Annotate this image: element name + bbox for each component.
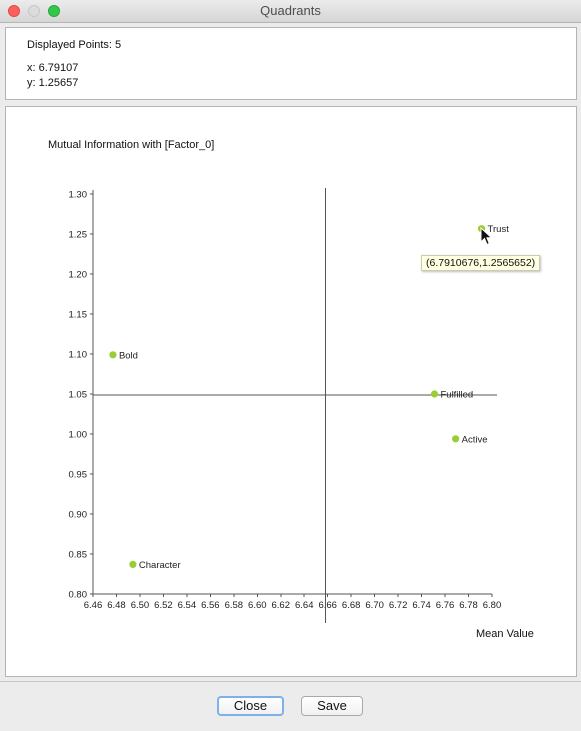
x-tick-label: 6.60 — [248, 600, 267, 611]
x-tick-label: 6.68 — [342, 600, 361, 611]
x-tick-label: 6.64 — [295, 600, 314, 611]
x-tick-label: 6.54 — [178, 600, 197, 611]
x-tick-label: 6.52 — [154, 600, 173, 611]
y-tick-label: 0.80 — [69, 590, 88, 601]
y-tick-label: 1.10 — [69, 350, 88, 361]
x-axis-label: Mean Value — [476, 628, 534, 640]
window-titlebar: Quadrants — [0, 0, 581, 23]
data-point-bold — [109, 351, 117, 359]
point-label-trust: Trust — [488, 224, 510, 235]
x-tick-label: 6.46 — [84, 600, 103, 611]
x-tick-label: 6.50 — [131, 600, 150, 611]
x-tick-label: 6.72 — [389, 600, 408, 611]
window-zoom-icon[interactable] — [48, 5, 60, 17]
scatter-plot[interactable]: 0.80 0.85 0.90 0.95 1.00 1.05 1.10 1.15 1.20 1.25… — [6, 107, 576, 676]
y-coordinate-readout: y: 1.25657 — [27, 77, 79, 89]
data-point-active — [452, 435, 460, 443]
y-tick-label: 1.20 — [69, 270, 88, 281]
window-close-icon[interactable] — [8, 5, 20, 17]
y-tick-label: 1.25 — [69, 230, 88, 241]
data-point-fulfilled — [430, 390, 439, 398]
chart-panel: Mutual Information with [Factor_0] 0.80 0… — [5, 106, 577, 677]
y-tick-label: 1.15 — [69, 310, 88, 321]
y-tick-label: 0.95 — [69, 470, 88, 481]
x-tick-label: 6.58 — [225, 600, 244, 611]
footer-divider — [0, 681, 581, 682]
y-tick-label: 1.05 — [69, 390, 88, 401]
info-panel: Displayed Points: 5 x: 6.79107 y: 1.2565… — [5, 27, 577, 100]
y-tick-label: 0.85 — [69, 550, 88, 561]
x-tick-label: 6.70 — [365, 600, 384, 611]
close-button[interactable]: Close — [217, 696, 284, 716]
save-button[interactable]: Save — [301, 696, 363, 716]
x-tick-label: 6.78 — [459, 600, 478, 611]
x-coordinate-readout: x: 6.79107 — [27, 62, 79, 74]
point-tooltip: (6.7910676,1.2565652) — [421, 255, 541, 271]
x-tick-label: 6.48 — [107, 600, 126, 611]
x-tick-label: 6.56 — [201, 600, 220, 611]
x-tick-label: 6.62 — [272, 600, 291, 611]
x-tick-label: 6.80 — [483, 600, 502, 611]
data-point-character — [129, 560, 137, 568]
chart-title: Mutual Information with [Factor_0] — [48, 139, 215, 151]
y-tick-label: 0.90 — [69, 510, 88, 521]
point-label-fulfilled: Fulfilled — [440, 390, 473, 401]
y-tick-label: 1.00 — [69, 430, 88, 441]
x-tick-label: 6.76 — [436, 600, 455, 611]
point-label-bold: Bold — [119, 350, 138, 361]
window-title: Quadrants — [260, 3, 321, 18]
x-tick-label: 6.66 — [318, 600, 337, 611]
point-label-character: Character — [139, 560, 181, 571]
displayed-points-text: Displayed Points: 5 — [27, 39, 122, 51]
y-tick-label: 1.30 — [69, 190, 88, 201]
window-minimize-icon[interactable] — [28, 5, 40, 17]
point-label-active: Active — [462, 434, 488, 445]
mouse-pointer-icon — [480, 227, 493, 246]
x-tick-label: 6.74 — [412, 600, 431, 611]
